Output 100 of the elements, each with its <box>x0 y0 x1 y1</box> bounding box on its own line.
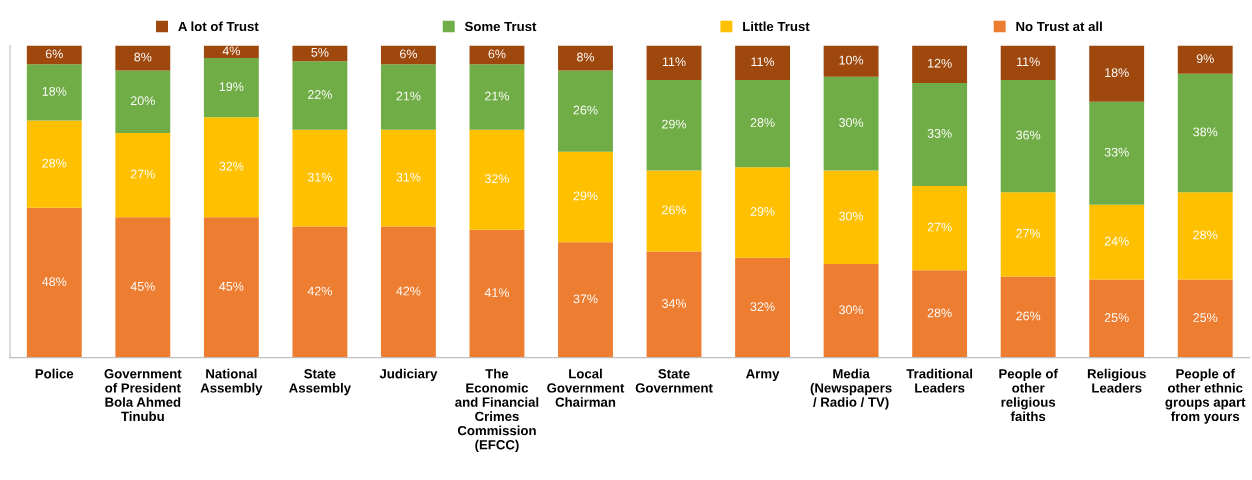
bar <box>823 264 879 358</box>
x-tick-label: Media (Newspapers / Radio / TV) <box>810 368 892 410</box>
x-tick-label: Judiciary <box>379 368 438 382</box>
bar <box>380 129 436 227</box>
bar <box>646 251 702 358</box>
x-tick-label: People of other religious faiths <box>999 368 1058 422</box>
x-tick-label: People of other ethnic groups apart from yours <box>1165 368 1246 424</box>
data-label: 27% <box>130 169 155 179</box>
data-label: 29% <box>662 119 687 129</box>
data-label: 26% <box>1016 311 1041 321</box>
bar <box>469 129 525 230</box>
bar <box>115 132 171 218</box>
data-label: 31% <box>307 172 332 182</box>
bar <box>203 217 259 358</box>
bar <box>380 45 436 65</box>
bar <box>115 45 171 71</box>
x-tick-label: National Assembly <box>200 368 263 396</box>
data-label: 30% <box>839 211 864 221</box>
data-label: 4% <box>222 46 240 56</box>
data-label: 48% <box>42 277 67 287</box>
bar <box>1089 279 1145 358</box>
data-label: 30% <box>839 118 864 127</box>
data-label: 32% <box>219 161 244 171</box>
bar <box>646 170 702 252</box>
bar <box>558 151 613 243</box>
bar <box>1000 192 1056 277</box>
data-label: 26% <box>662 205 687 215</box>
bar <box>26 120 82 208</box>
data-label: 42% <box>307 286 332 296</box>
bar <box>646 79 702 171</box>
bar <box>912 270 968 358</box>
bar <box>292 129 348 227</box>
bar <box>292 45 348 62</box>
bar <box>823 170 879 264</box>
x-tick-label: Local Government Chairman <box>547 368 625 407</box>
data-label: 20% <box>130 96 155 106</box>
legend-label: A lot of Trust <box>178 21 259 32</box>
data-label: 38% <box>1193 127 1218 137</box>
data-label: 9% <box>1196 54 1214 63</box>
bar <box>646 45 702 80</box>
bar <box>1000 79 1056 193</box>
data-label: 6% <box>488 49 506 59</box>
bar <box>735 257 790 358</box>
bar <box>115 70 171 133</box>
bar <box>823 45 879 77</box>
data-label: 28% <box>927 308 952 318</box>
data-label: 21% <box>485 91 510 101</box>
data-label: 45% <box>219 281 244 291</box>
bar <box>558 70 613 152</box>
bar <box>735 79 790 168</box>
data-label: 8% <box>577 52 595 62</box>
bar <box>292 226 348 358</box>
data-label: 6% <box>45 49 63 59</box>
x-tick-label: Government of President Bola Ahmed Tinubu <box>104 369 182 422</box>
bar <box>380 226 436 358</box>
data-label: 30% <box>839 305 864 315</box>
data-label: 41% <box>484 288 510 297</box>
data-label: 19% <box>219 82 244 92</box>
bar <box>1177 192 1233 280</box>
data-label: 34% <box>661 299 687 308</box>
bar <box>735 167 790 258</box>
data-label: 45% <box>130 281 155 291</box>
data-label: 42% <box>396 286 421 296</box>
data-label: 18% <box>42 86 67 96</box>
data-label: 11% <box>662 57 686 67</box>
bar <box>26 64 82 121</box>
data-label: 25% <box>1104 313 1129 322</box>
bar <box>380 64 436 130</box>
data-label: 12% <box>928 58 952 68</box>
x-tick-label: Army <box>746 369 780 382</box>
bar <box>26 45 82 65</box>
data-label: 11% <box>751 57 775 67</box>
x-tick-label: The Economic and Financial Crimes Commission (EFCC) <box>455 368 539 453</box>
bar <box>1089 45 1145 102</box>
bar <box>203 58 259 118</box>
data-label: 24% <box>1104 236 1129 246</box>
data-label: 10% <box>839 55 864 65</box>
bar <box>26 207 82 358</box>
bar <box>469 229 525 358</box>
data-label: 29% <box>573 191 598 201</box>
legend-label: Some Trust <box>464 21 537 32</box>
x-tick-label: Religious Leaders <box>1087 368 1146 393</box>
bar <box>558 242 613 358</box>
data-label: 8% <box>134 52 152 62</box>
data-label: 33% <box>927 129 952 138</box>
x-tick-label: Police <box>35 368 74 379</box>
bar <box>1000 45 1056 80</box>
data-label: 37% <box>573 294 598 304</box>
data-label: 29% <box>750 207 775 216</box>
bar <box>1089 204 1145 280</box>
bar <box>115 217 171 358</box>
bar <box>469 64 525 130</box>
data-label: 28% <box>1193 230 1218 240</box>
bar <box>1177 279 1233 358</box>
data-label: 28% <box>42 158 67 168</box>
bar <box>1000 276 1056 358</box>
data-label: 33% <box>1104 147 1129 157</box>
x-tick-label: State Assembly <box>289 369 351 396</box>
data-label: 22% <box>308 90 332 99</box>
data-label: 36% <box>1016 130 1041 140</box>
